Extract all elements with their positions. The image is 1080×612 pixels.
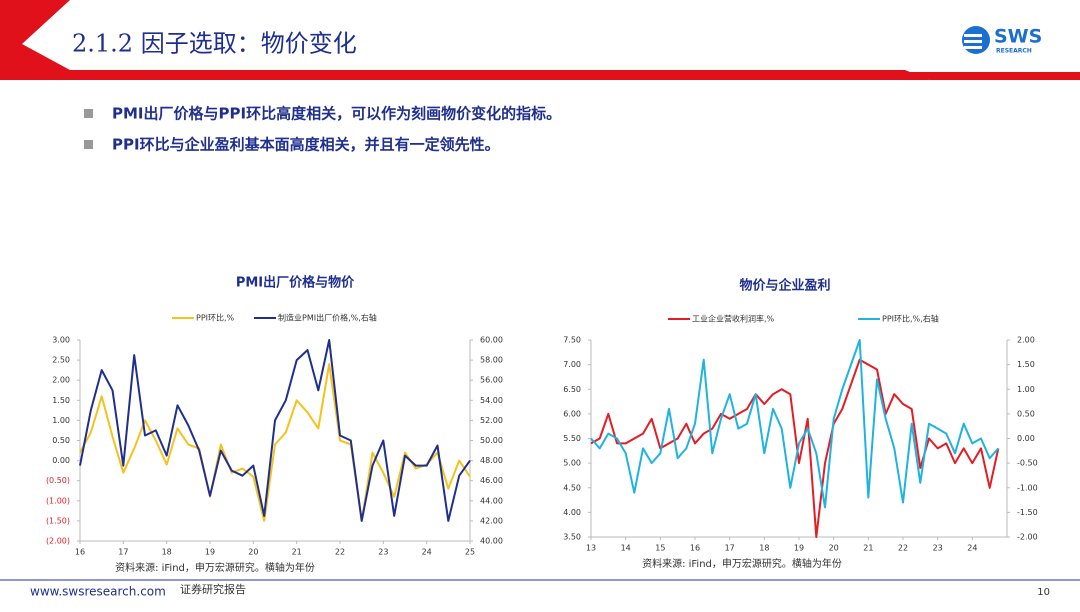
y2-tick-label: 48.00 [480, 456, 503, 465]
series-line [79, 339, 471, 522]
page-number: 10 [1037, 587, 1050, 598]
x-tick-label: 16 [75, 548, 85, 557]
series-line [79, 363, 471, 522]
y2-tick-label: 42.00 [480, 516, 503, 525]
y2-tick-label: -2.00 [1017, 533, 1038, 542]
footer-label: 证券研究报告 [180, 582, 246, 596]
x-tick-label: 18 [162, 548, 172, 557]
y2-tick-label: -0.50 [1017, 459, 1038, 468]
y-tick-label: 4.50 [563, 483, 581, 492]
bullet: PPI环比与企业盈利基本面高度相关，并且有一定领先性。 [112, 136, 500, 154]
x-tick-label: 20 [829, 544, 839, 553]
bullet: PMI出厂价格与PPI环比高度相关，可以作为刻画物价变化的指标。 [112, 105, 561, 123]
x-tick-label: 15 [655, 544, 665, 553]
x-tick-label: 20 [248, 548, 258, 557]
header-title: 2.1.2 因子选取：物价变化 [72, 30, 357, 58]
y-tick-label: 3.00 [52, 336, 70, 345]
logo-stripe [964, 40, 982, 43]
logo-name: SWS [994, 26, 1042, 48]
y2-tick-label: 44.00 [480, 496, 503, 505]
y-tick-label: (1.50) [46, 516, 70, 525]
y-tick-label: 4.00 [563, 508, 581, 517]
y2-tick-label: 40.00 [480, 537, 503, 546]
y-tick-label: 7.50 [563, 336, 581, 345]
x-tick-label: 17 [725, 544, 735, 553]
series-line [590, 339, 1000, 509]
y2-tick-label: -1.50 [1017, 508, 1038, 517]
y-tick-label: 2.00 [52, 376, 70, 385]
chart-title: PMI出厂价格与物价 [236, 275, 355, 291]
x-tick-label: 23 [378, 548, 388, 557]
x-tick-label: 13 [586, 544, 596, 553]
x-tick-label: 16 [690, 544, 700, 553]
x-tick-label: 25 [465, 548, 475, 557]
y-tick-label: (0.50) [46, 476, 70, 485]
y2-tick-label: 2.00 [1017, 336, 1035, 345]
logo-stripe [964, 46, 982, 49]
y2-tick-label: 56.00 [480, 376, 503, 385]
bullet-marker [84, 109, 93, 118]
x-tick-label: 21 [863, 544, 873, 553]
x-tick-label: 19 [794, 544, 804, 553]
y-tick-label: 6.50 [563, 385, 581, 394]
y2-tick-label: 52.00 [480, 416, 503, 425]
y2-tick-label: 46.00 [480, 476, 503, 485]
y-tick-label: 0.00 [52, 456, 70, 465]
x-tick-label: 22 [898, 544, 908, 553]
x-tick-label: 14 [621, 544, 631, 553]
chart-source: 资料来源: iFind，申万宏源研究。横轴为年份 [115, 561, 315, 574]
header-corner [0, 0, 70, 70]
y-tick-label: 3.50 [563, 533, 581, 542]
header-band [0, 72, 1080, 80]
logo: SWS RESEARCH [962, 26, 1042, 55]
y2-tick-label: 50.00 [480, 436, 503, 445]
x-tick-label: 23 [933, 544, 943, 553]
y-tick-label: 6.00 [563, 409, 581, 418]
y2-tick-label: 0.00 [1017, 434, 1035, 443]
y2-tick-label: 60.00 [480, 336, 503, 345]
x-tick-label: 18 [759, 544, 769, 553]
y-tick-label: 7.00 [563, 360, 581, 369]
y-tick-label: 2.50 [52, 356, 70, 365]
footer-url: www.swsresearch.com [30, 585, 166, 599]
series-line [590, 358, 1000, 538]
y2-tick-label: 1.00 [1017, 385, 1035, 394]
chart-title: 物价与企业盈利 [739, 278, 830, 294]
y-tick-label: 1.00 [52, 416, 70, 425]
bullet-marker [84, 140, 93, 149]
x-tick-label: 24 [967, 544, 977, 553]
logo-sub: RESEARCH [996, 48, 1032, 55]
y-tick-label: 1.50 [52, 396, 70, 405]
x-tick-label: 17 [118, 548, 128, 557]
x-tick-label: 24 [422, 548, 432, 557]
y2-tick-label: 58.00 [480, 356, 503, 365]
x-tick-label: 19 [205, 548, 215, 557]
y-tick-label: 5.00 [563, 459, 581, 468]
header-band-left [0, 70, 930, 80]
legend-label: 工业企业营收利润率,% [692, 314, 775, 324]
y-tick-label: 5.50 [563, 434, 581, 443]
chart-source: 资料来源: iFind，申万宏源研究。横轴为年份 [642, 557, 842, 570]
y2-tick-label: 0.50 [1017, 409, 1035, 418]
x-tick-label: 21 [292, 548, 302, 557]
y-tick-label: 0.50 [52, 436, 70, 445]
legend-label: PPI环比,% [196, 313, 235, 323]
y-tick-label: (2.00) [46, 537, 70, 546]
y2-tick-label: 1.50 [1017, 360, 1035, 369]
legend-label: PPI环比,%,右轴 [882, 314, 939, 324]
y2-tick-label: 54.00 [480, 396, 503, 405]
logo-stripe [964, 34, 982, 37]
legend-label: 制造业PMI出厂价格,%,右轴 [278, 313, 377, 323]
y2-tick-label: -1.00 [1017, 483, 1038, 492]
y-tick-label: (1.00) [46, 496, 70, 505]
x-tick-label: 22 [335, 548, 345, 557]
